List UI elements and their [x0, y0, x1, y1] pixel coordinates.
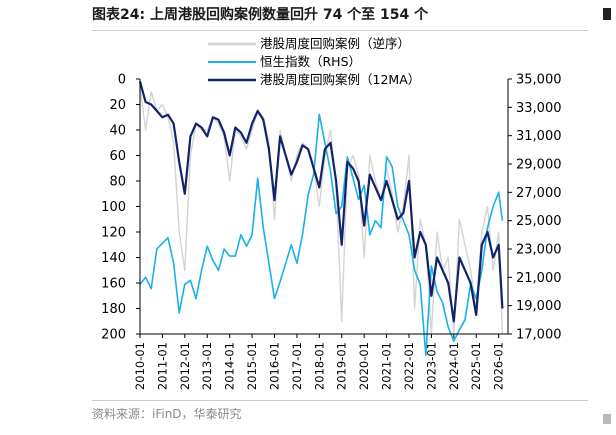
x-axis-tick-label: 2024-01	[447, 342, 461, 390]
left-axis-tick-label: 60	[109, 149, 126, 164]
right-axis-tick-label: 33,000	[516, 101, 562, 116]
chart-title: 图表24: 上周港股回购案例数量回升 74 个至 154 个	[92, 7, 429, 23]
x-axis-tick-label: 2010-01	[133, 342, 147, 390]
right-axis-tick-label: 35,000	[516, 73, 562, 88]
legend-label-ma: 港股周度回购案例（12MA）	[260, 72, 420, 87]
left-axis-tick-label: 20	[109, 98, 126, 113]
x-axis-tick-label: 2017-01	[290, 342, 304, 390]
left-axis-tick-label: 160	[101, 277, 126, 292]
left-axis-tick-label: 200	[101, 328, 126, 343]
source-note: 资料来源：iFinD，华泰研究	[92, 407, 242, 421]
title-divider	[92, 30, 588, 31]
left-axis-tick-label: 100	[101, 200, 126, 215]
legend: 港股周度回购案例（逆序） 恒生指数（RHS） 港股周度回购案例（12MA）	[208, 36, 420, 87]
right-axis-tick-label: 31,000	[516, 129, 562, 144]
left-axis-tick-label: 120	[101, 226, 126, 241]
x-axis-tick-label: 2018-01	[312, 342, 326, 390]
legend-label-hsi: 恒生指数（RHS）	[260, 54, 361, 69]
right-axis-tick-label: 19,000	[516, 299, 562, 314]
x-axis-tick-label: 2020-01	[357, 342, 371, 390]
right-axis-tick-label: 21,000	[516, 271, 562, 286]
x-axis-tick-label: 2015-01	[245, 342, 259, 390]
left-axis-tick-label: 140	[101, 251, 126, 266]
series-weekly-buybacks	[139, 85, 504, 335]
x-axis-tick-label: 2014-01	[223, 342, 237, 390]
series-hang-seng	[139, 113, 504, 357]
x-axis-tick-label: 2016-01	[267, 342, 281, 390]
right-axis-tick-label: 27,000	[516, 186, 562, 201]
legend-label-weekly: 港股周度回购案例（逆序）	[260, 36, 410, 51]
left-axis-tick-label: 80	[109, 175, 126, 190]
axes-layer: 0 20 40 60 80 100 120 140 160 180 200 35,000 33,000 3…	[101, 73, 561, 391]
adjacent-panel-edge-bottom	[603, 414, 611, 424]
footer-divider	[92, 400, 588, 401]
x-axis-tick-label: 2021-01	[380, 342, 394, 390]
adjacent-panel-edge	[603, 8, 611, 20]
x-axis-tick-label: 2012-01	[178, 342, 192, 390]
x-axis-tick-label: 2019-01	[335, 342, 349, 390]
x-axis-tick-label: 2026-01	[492, 342, 506, 390]
x-axis-tick-label: 2025-01	[469, 342, 483, 390]
series-layer	[138, 81, 504, 357]
left-axis-tick-label: 0	[118, 73, 126, 88]
x-axis-tick-label: 2023-01	[424, 342, 438, 390]
right-axis-tick-label: 17,000	[516, 328, 562, 343]
x-axis-tick-label: 2022-01	[402, 342, 416, 390]
right-axis-tick-label: 29,000	[516, 158, 562, 173]
right-axis-tick-label: 23,000	[516, 243, 562, 258]
x-axis-tick-label: 2013-01	[200, 342, 214, 390]
x-axis-tick-label: 2011-01	[155, 342, 169, 390]
left-axis-tick-label: 40	[109, 124, 126, 139]
right-axis-tick-label: 25,000	[516, 214, 562, 229]
series-buybacks-12ma	[138, 81, 504, 323]
left-axis-tick-label: 180	[101, 302, 126, 317]
